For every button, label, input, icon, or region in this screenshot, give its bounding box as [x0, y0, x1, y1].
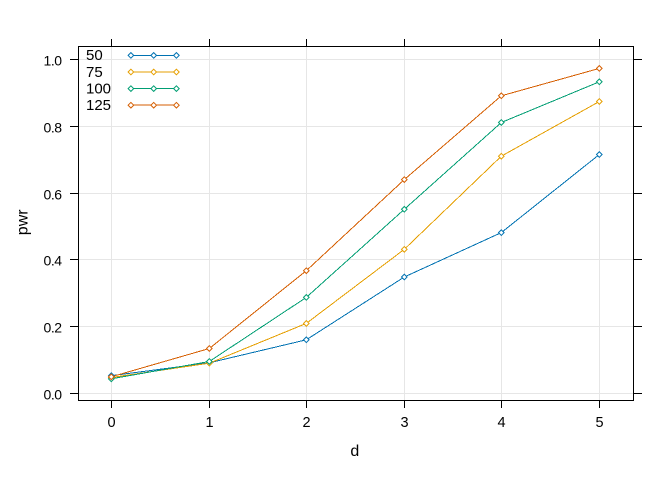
svg-text:0.2: 0.2 — [44, 320, 63, 336]
svg-text:4: 4 — [497, 415, 505, 431]
svg-text:1.0: 1.0 — [44, 53, 63, 69]
svg-text:0.8: 0.8 — [44, 120, 63, 136]
svg-text:2: 2 — [302, 415, 310, 431]
svg-text:d: d — [350, 443, 359, 460]
svg-text:125: 125 — [86, 97, 111, 114]
svg-text:0.0: 0.0 — [44, 387, 63, 403]
svg-text:pwr: pwr — [14, 209, 31, 235]
svg-text:5: 5 — [595, 415, 603, 431]
svg-text:75: 75 — [86, 64, 103, 81]
svg-text:50: 50 — [86, 47, 103, 64]
svg-text:0: 0 — [107, 415, 115, 431]
svg-text:3: 3 — [400, 415, 408, 431]
svg-text:0.6: 0.6 — [44, 187, 63, 203]
svg-text:1: 1 — [205, 415, 213, 431]
svg-text:100: 100 — [86, 80, 111, 97]
svg-text:0.4: 0.4 — [44, 253, 63, 269]
